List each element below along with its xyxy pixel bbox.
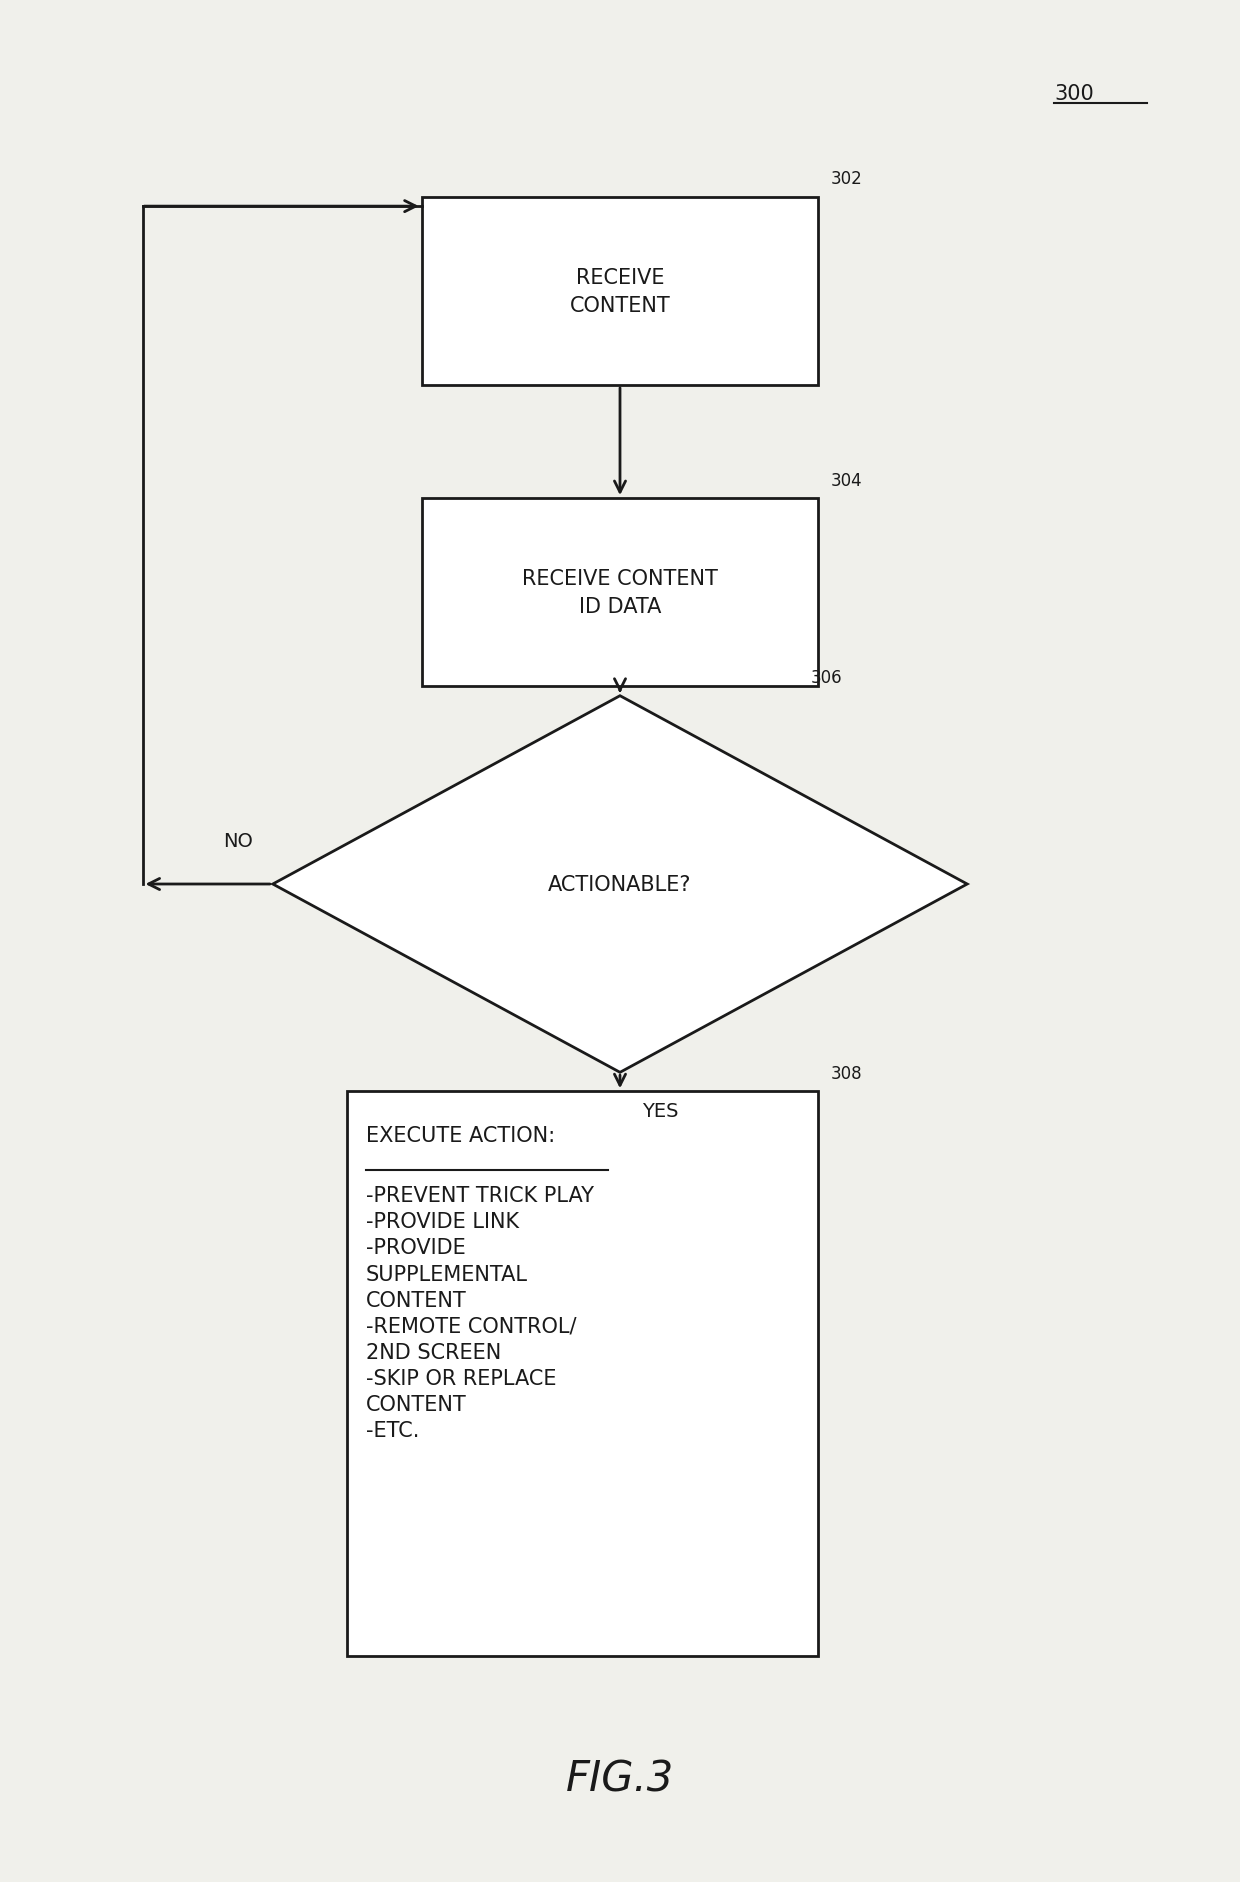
Text: 308: 308 (831, 1063, 863, 1082)
Text: RECEIVE
CONTENT: RECEIVE CONTENT (569, 267, 671, 316)
Text: NO: NO (223, 832, 253, 851)
Text: EXECUTE ACTION:: EXECUTE ACTION: (366, 1125, 556, 1146)
Polygon shape (273, 696, 967, 1073)
FancyBboxPatch shape (347, 1092, 818, 1656)
Text: 300: 300 (1054, 83, 1094, 104)
Text: 304: 304 (831, 470, 863, 489)
Text: YES: YES (642, 1101, 678, 1120)
Text: -PREVENT TRICK PLAY
-PROVIDE LINK
-PROVIDE
SUPPLEMENTAL
CONTENT
-REMOTE CONTROL/: -PREVENT TRICK PLAY -PROVIDE LINK -PROVI… (366, 1186, 594, 1440)
Text: FIG.3: FIG.3 (565, 1758, 675, 1799)
Text: ACTIONABLE?: ACTIONABLE? (548, 875, 692, 894)
Text: 306: 306 (811, 668, 843, 687)
Text: RECEIVE CONTENT
ID DATA: RECEIVE CONTENT ID DATA (522, 568, 718, 617)
Text: 302: 302 (831, 169, 863, 188)
FancyBboxPatch shape (422, 198, 818, 386)
FancyBboxPatch shape (422, 499, 818, 687)
